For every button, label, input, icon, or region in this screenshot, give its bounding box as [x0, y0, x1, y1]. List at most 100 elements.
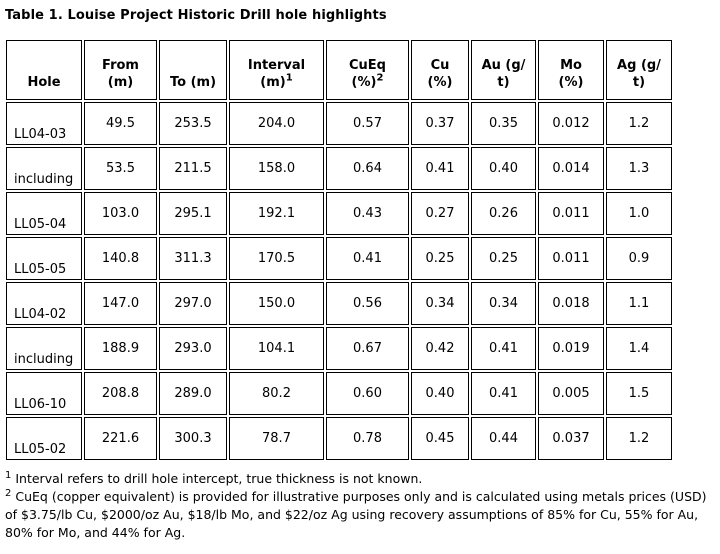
cell-cueq: 0.67 — [326, 327, 409, 370]
cell-cu: 0.40 — [411, 372, 469, 415]
table-row: including 188.9 293.0 104.1 0.67 0.42 0.… — [6, 327, 672, 370]
cell-cueq: 0.78 — [326, 417, 409, 460]
column-header-label: Interval (m) — [247, 58, 306, 90]
table-row: LL05-04 103.0 295.1 192.1 0.43 0.27 0.26… — [6, 192, 672, 235]
cell-to: 293.0 — [159, 327, 227, 370]
table-body: LL04-03 49.5 253.5 204.0 0.57 0.37 0.35 … — [6, 102, 672, 460]
cell-au: 0.40 — [471, 147, 536, 190]
cell-cu: 0.25 — [411, 237, 469, 280]
cell-ag: 0.9 — [606, 237, 672, 280]
cell-ag: 1.2 — [606, 102, 672, 145]
cell-to: 295.1 — [159, 192, 227, 235]
cell-mo: 0.005 — [538, 372, 604, 415]
cell-hole: LL04-03 — [6, 102, 82, 145]
cell-from: 49.5 — [84, 102, 157, 145]
cell-interval: 80.2 — [229, 372, 324, 415]
cell-to: 289.0 — [159, 372, 227, 415]
column-header-superscript: 2 — [376, 72, 384, 84]
cell-au: 0.25 — [471, 237, 536, 280]
cell-au: 0.41 — [471, 327, 536, 370]
cell-to: 253.5 — [159, 102, 227, 145]
table-row: LL04-03 49.5 253.5 204.0 0.57 0.37 0.35 … — [6, 102, 672, 145]
cell-mo: 0.019 — [538, 327, 604, 370]
column-header-label: Cu (%) — [427, 58, 453, 90]
cell-mo: 0.018 — [538, 282, 604, 325]
column-header-label: Mo (%) — [558, 58, 584, 90]
column-header-from: From (m) — [84, 40, 157, 100]
drill-results-table: Hole From (m) To (m) Interval (m)1 CuEq … — [4, 38, 674, 462]
column-header-cu: Cu (%) — [411, 40, 469, 100]
cell-cu: 0.34 — [411, 282, 469, 325]
cell-to: 311.3 — [159, 237, 227, 280]
cell-au: 0.41 — [471, 372, 536, 415]
column-header-interval: Interval (m)1 — [229, 40, 324, 100]
column-header-ag: Ag (g/ t) — [606, 40, 672, 100]
cell-mo: 0.011 — [538, 192, 604, 235]
table-row: LL05-05 140.8 311.3 170.5 0.41 0.25 0.25… — [6, 237, 672, 280]
cell-from: 147.0 — [84, 282, 157, 325]
column-header-cueq: CuEq (%)2 — [326, 40, 409, 100]
cell-interval: 192.1 — [229, 192, 324, 235]
table-row: LL04-02 147.0 297.0 150.0 0.56 0.34 0.34… — [6, 282, 672, 325]
column-header-hole: Hole — [6, 40, 82, 100]
table-row: LL05-02 221.6 300.3 78.7 0.78 0.45 0.44 … — [6, 417, 672, 460]
cell-cueq: 0.57 — [326, 102, 409, 145]
cell-cueq: 0.56 — [326, 282, 409, 325]
cell-hole: LL06-10 — [6, 372, 82, 415]
cell-from: 103.0 — [84, 192, 157, 235]
cell-hole: LL04-02 — [6, 282, 82, 325]
cell-to: 300.3 — [159, 417, 227, 460]
cell-ag: 1.2 — [606, 417, 672, 460]
cell-cu: 0.27 — [411, 192, 469, 235]
cell-from: 208.8 — [84, 372, 157, 415]
cell-to: 297.0 — [159, 282, 227, 325]
column-header-label: CuEq (%) — [349, 58, 386, 90]
cell-cueq: 0.41 — [326, 237, 409, 280]
cell-au: 0.44 — [471, 417, 536, 460]
cell-mo: 0.014 — [538, 147, 604, 190]
cell-mo: 0.011 — [538, 237, 604, 280]
cell-hole: LL05-04 — [6, 192, 82, 235]
cell-cu: 0.37 — [411, 102, 469, 145]
footnote-text: CuEq (copper equivalent) is provided for… — [5, 489, 707, 540]
cell-from: 221.6 — [84, 417, 157, 460]
table-row: LL06-10 208.8 289.0 80.2 0.60 0.40 0.41 … — [6, 372, 672, 415]
cell-au: 0.35 — [471, 102, 536, 145]
cell-from: 188.9 — [84, 327, 157, 370]
table-row: including 53.5 211.5 158.0 0.64 0.41 0.4… — [6, 147, 672, 190]
footnote-text: Interval refers to drill hole intercept,… — [15, 471, 423, 486]
cell-hole: including — [6, 147, 82, 190]
cell-cueq: 0.64 — [326, 147, 409, 190]
cell-mo: 0.012 — [538, 102, 604, 145]
cell-from: 53.5 — [84, 147, 157, 190]
footnote-interval: 1 Interval refers to drill hole intercep… — [5, 470, 716, 488]
cell-au: 0.34 — [471, 282, 536, 325]
header-row: Hole From (m) To (m) Interval (m)1 CuEq … — [6, 40, 672, 100]
footnotes: 1 Interval refers to drill hole intercep… — [5, 470, 716, 542]
cell-cu: 0.45 — [411, 417, 469, 460]
column-header-label: Hole — [27, 75, 61, 90]
cell-to: 211.5 — [159, 147, 227, 190]
column-header-to: To (m) — [159, 40, 227, 100]
cell-from: 140.8 — [84, 237, 157, 280]
column-header-mo: Mo (%) — [538, 40, 604, 100]
cell-hole: LL05-02 — [6, 417, 82, 460]
cell-ag: 1.5 — [606, 372, 672, 415]
cell-cueq: 0.43 — [326, 192, 409, 235]
cell-interval: 78.7 — [229, 417, 324, 460]
table-header: Hole From (m) To (m) Interval (m)1 CuEq … — [6, 40, 672, 100]
column-header-superscript: 1 — [285, 72, 293, 84]
cell-cu: 0.42 — [411, 327, 469, 370]
cell-cueq: 0.60 — [326, 372, 409, 415]
cell-interval: 170.5 — [229, 237, 324, 280]
cell-ag: 1.4 — [606, 327, 672, 370]
column-header-label: Au (g/ t) — [481, 58, 526, 90]
cell-interval: 104.1 — [229, 327, 324, 370]
cell-hole: LL05-05 — [6, 237, 82, 280]
footnote-cueq: 2 CuEq (copper equivalent) is provided f… — [5, 488, 716, 542]
cell-interval: 150.0 — [229, 282, 324, 325]
cell-interval: 204.0 — [229, 102, 324, 145]
cell-ag: 1.0 — [606, 192, 672, 235]
column-header-label: Ag (g/ t) — [617, 58, 661, 90]
